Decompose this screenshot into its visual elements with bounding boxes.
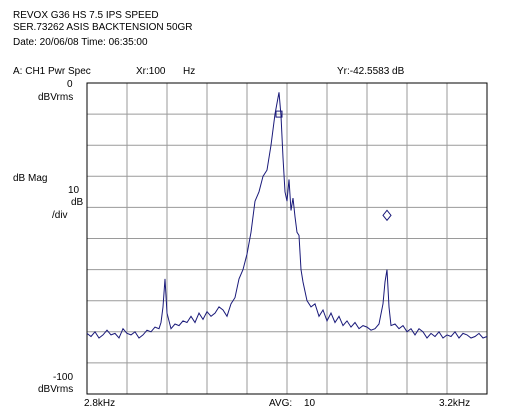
marker-x-readout: Xr:100 [136,66,166,77]
y-top-value: 0 [67,79,73,90]
header-title: REVOX G36 HS 7.5 IPS SPEED [13,10,159,21]
x-start-label: 2.8kHz [84,398,116,409]
y-scale-per: /div [52,210,68,221]
trace-label: A: CH1 Pwr Spec [13,66,91,77]
marker-x-unit: Hz [183,66,196,77]
header-serial: SER.73262 ASIS BACKTENSION 50GR [13,22,193,33]
marker-y-readout: Yr:-42.5583 dB [337,66,405,77]
x-end-label: 3.2kHz [439,398,471,409]
y-axis-label: dB Mag [13,173,48,184]
y-bottom-value: -100 [53,372,74,383]
y-scale-value: 10 [68,185,80,196]
header-date-time: Date: 20/06/08 Time: 06:35:00 [13,37,148,48]
y-bottom-unit: dBVrms [38,384,74,395]
y-scale-unit: dB [71,197,84,208]
y-top-unit: dBVrms [38,92,74,103]
peak-marker-square [275,110,283,118]
avg-value: 10 [304,398,316,409]
reference-marker-diamond [382,209,392,222]
avg-label: AVG: [269,398,293,409]
plot-frame [86,82,488,395]
spectrum-trace [86,92,488,339]
